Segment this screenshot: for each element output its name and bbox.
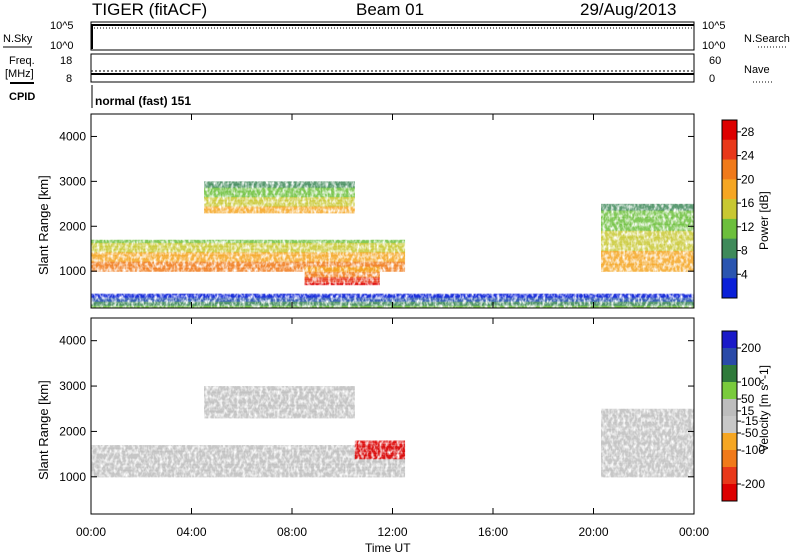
- freq-label: Freq.: [9, 55, 35, 67]
- velocity-ytick-label: 2000: [59, 424, 86, 438]
- velocity-colorbar-swatch: [722, 484, 737, 502]
- power-ytick-label: 2000: [59, 219, 86, 233]
- power-colorbar-swatch: [722, 258, 737, 279]
- nsearch-tick-bottom: 10^0: [702, 40, 726, 52]
- cpid-value: normal (fast) 151: [95, 94, 191, 108]
- power-colorbar-swatch: [722, 238, 737, 259]
- x-tick-label: 00:00: [76, 525, 106, 539]
- velocity-colorbar-swatch: [722, 416, 737, 434]
- nsearch-label: N.Search: [744, 33, 790, 45]
- power-ytick-label: 3000: [59, 174, 86, 188]
- freq-strip: [90, 53, 695, 83]
- x-tick-label: 20:00: [578, 525, 608, 539]
- nsky-tick-bottom: 10^0: [50, 40, 74, 52]
- power-colorbar-swatch: [722, 218, 737, 240]
- power-colorbar-tick-label: 12: [741, 220, 755, 234]
- power-colorbar-swatch: [722, 159, 737, 180]
- velocity-ylabel: Slant Range [km]: [36, 380, 51, 480]
- power-colorbar: 4 8 12 16 20 24 28: [721, 119, 755, 299]
- station-title: TIGER (fitACF): [92, 0, 208, 19]
- power-axes: 1000 2000 3000 4000: [59, 129, 694, 278]
- velocity-colorbar-tick-label: -100: [741, 443, 765, 457]
- nsky-label: N.Sky: [3, 33, 33, 45]
- velocity-ytick-label: 1000: [59, 470, 86, 484]
- power-ytick-label: 1000: [59, 264, 86, 278]
- nave-tick-top: 60: [709, 55, 721, 67]
- power-colorbar-tick-label: 8: [741, 244, 748, 258]
- nave-tick-bottom: 0: [709, 73, 715, 85]
- velocity-colorbar-tick-label: -15: [741, 414, 759, 428]
- x-tick-label: 00:00: [679, 525, 709, 539]
- velocity-colorbar-swatch: [722, 467, 737, 485]
- velocity-colorbar-swatch: [722, 399, 737, 417]
- x-tick-label: 04:00: [176, 525, 206, 539]
- power-ytick-label: 4000: [59, 129, 86, 143]
- velocity-colorbar-tick-label: 200: [741, 341, 761, 355]
- power-colorbar-swatch: [722, 139, 737, 161]
- power-colorbar-tick-label: 4: [741, 267, 748, 281]
- velocity-ytick-label: 4000: [59, 334, 86, 348]
- freq-tick-top: 18: [60, 55, 72, 67]
- nsky-strip: [90, 21, 695, 51]
- velocity-ytick-label: 3000: [59, 379, 86, 393]
- power-colorbar-swatch: [722, 199, 737, 220]
- cpid-label: CPID: [9, 91, 35, 103]
- velocity-colorbar-swatch: [722, 450, 737, 468]
- beam-label: Beam 01: [356, 0, 425, 19]
- power-speckle: [91, 114, 694, 308]
- freq-unit: [MHz]: [5, 68, 34, 80]
- velocity-colorbar-tick-label: 15: [741, 404, 755, 418]
- velocity-colorbar-tick-label: 50: [741, 392, 755, 406]
- freq-tick-bottom: 8: [66, 73, 72, 85]
- power-colorbar-tick-label: 16: [741, 196, 755, 210]
- date-label: 29/Aug/2013: [580, 0, 677, 19]
- power-colorbar-tick-label: 24: [741, 149, 755, 163]
- power-colorbar-tick-label: 20: [741, 172, 755, 186]
- nsearch-tick-top: 10^5: [702, 20, 726, 32]
- velocity-colorbar-swatch: [722, 331, 737, 349]
- nsky-tick-top: 10^5: [50, 20, 74, 32]
- velocity-colorbar-tick-label: 100: [741, 375, 761, 389]
- power-colorbar-swatch: [722, 179, 737, 200]
- velocity-axes: 1000 2000 3000 4000: [59, 334, 694, 484]
- velocity-colorbar-tick-label: -50: [741, 426, 759, 440]
- velocity-colorbar-swatch: [722, 433, 737, 451]
- x-tick-label: 12:00: [377, 525, 407, 539]
- x-tick-label: 08:00: [277, 525, 307, 539]
- velocity-colorbar-label: Velocity [m s^-1]: [757, 365, 771, 452]
- power-colorbar-swatch: [722, 120, 737, 141]
- power-colorbar-tick-label: 28: [741, 125, 755, 139]
- velocity-colorbar-swatch: [722, 382, 737, 400]
- velocity-speckle: [91, 318, 694, 514]
- nave-label: Nave: [744, 64, 770, 76]
- power-colorbar-swatch: [722, 278, 737, 299]
- power-colorbar-label: Power [dB]: [757, 191, 771, 250]
- velocity-colorbar-swatch: [722, 365, 737, 383]
- time-axis-label: Time UT: [365, 541, 411, 554]
- time-axis: 00:00 04:00 08:00 12:00 16:00 20:00 00:00: [76, 114, 709, 539]
- x-tick-label: 16:00: [478, 525, 508, 539]
- velocity-colorbar-tick-label: -200: [741, 477, 765, 491]
- velocity-colorbar-swatch: [722, 348, 737, 366]
- power-ylabel: Slant Range [km]: [36, 175, 51, 275]
